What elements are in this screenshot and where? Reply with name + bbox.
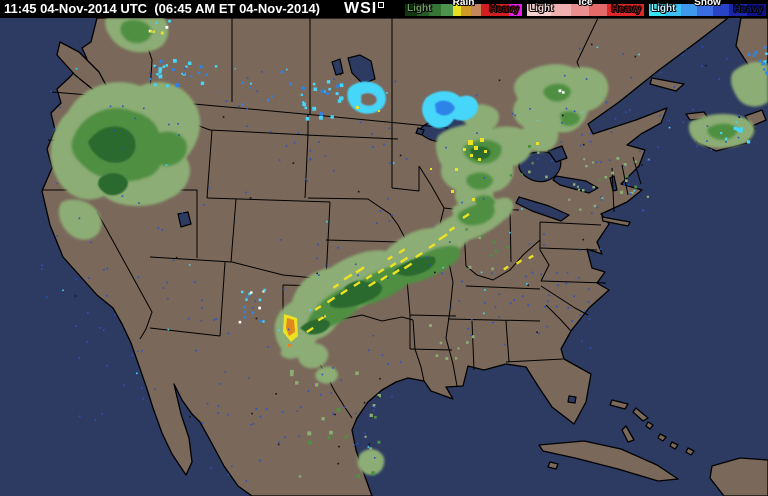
legend-ice-heavy-label: Heavy (611, 4, 641, 15)
long-island (601, 216, 631, 227)
wsi-trademark-square-icon (378, 2, 385, 8)
isla-juventud (547, 461, 559, 470)
timestamp: 11:45 04-Nov-2014 UTC (06:45 AM ET 04-No… (4, 0, 320, 18)
legend-rain-light-label: Light (407, 3, 432, 14)
lake-winnipeg (347, 54, 376, 85)
legend-rain-heavy-label: Heavy (489, 4, 519, 15)
radar-specks (148, 19, 768, 478)
lake-huron (518, 151, 562, 183)
abaco-island (632, 407, 649, 422)
wsi-logo-text: WSI (344, 0, 378, 17)
bahama-cay-1 (645, 421, 654, 430)
legend-rain: Rain Light Heavy (405, 0, 522, 18)
bahama-cay-3 (669, 441, 679, 450)
lake-ontario (552, 175, 599, 194)
andros-island (621, 425, 635, 443)
bahama-cay-2 (657, 433, 667, 442)
timestamp-utc: 11:45 04-Nov-2014 UTC (4, 1, 148, 16)
georgian-bay (547, 145, 568, 163)
legend-snow-title: Snow (694, 0, 721, 8)
hispaniola (709, 457, 768, 496)
header-bar: 11:45 04-Nov-2014 UTC (06:45 AM ET 04-No… (0, 0, 768, 18)
legend-rain-gradient (405, 4, 522, 16)
lake-okeechobee (567, 395, 577, 404)
wsi-logo: WSI (344, 0, 385, 18)
lake-of-the-woods (415, 127, 425, 136)
legend-rain-title: Rain (452, 0, 475, 8)
timestamp-local: (06:45 AM ET 04-Nov-2014) (154, 1, 320, 16)
lake-winnipegosis (331, 58, 344, 76)
legend-snow-gradient (649, 4, 766, 16)
legend-snow-heavy-label: Heavy (733, 4, 763, 15)
grand-bahama (609, 399, 629, 410)
great-salt-lake (177, 211, 192, 228)
legend-snow: Snow Light Heavy (649, 0, 766, 18)
cuba (538, 440, 679, 482)
legend-snow-light-label: Light (651, 3, 676, 14)
radar-snow (347, 81, 479, 129)
legend-ice: Ice Light Heavy (527, 0, 644, 18)
lake-erie (515, 196, 570, 222)
bahama-cay-4 (685, 447, 695, 456)
legend-ice-gradient (527, 4, 644, 16)
radar-yellow-streaks (306, 106, 539, 334)
radar-storm-cell (283, 314, 298, 347)
anticosti-island (649, 77, 685, 92)
radar-map (0, 18, 768, 496)
legend-ice-title: Ice (578, 0, 593, 8)
map-noise-dots (40, 43, 741, 482)
legend-ice-light-label: Light (529, 3, 554, 14)
